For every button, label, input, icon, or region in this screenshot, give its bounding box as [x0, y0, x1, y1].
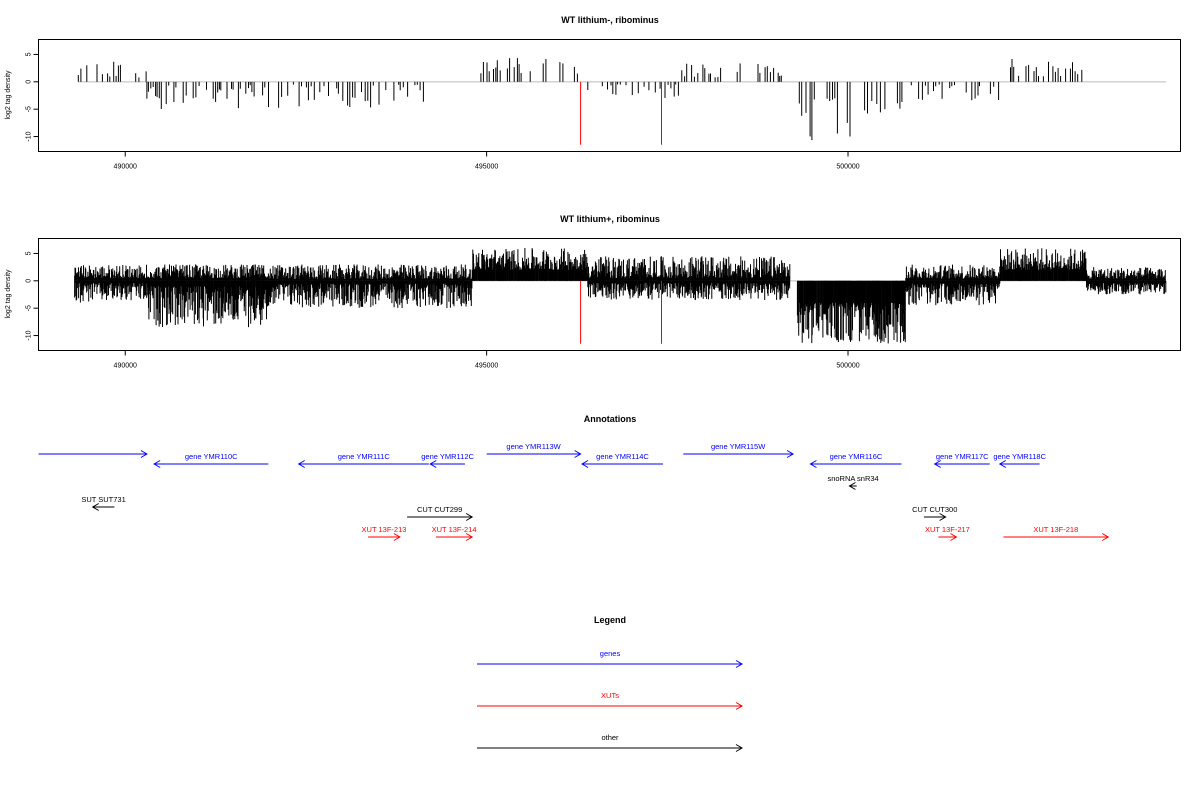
y-tick-label: -10	[26, 330, 33, 340]
x-tick-label: 500000	[836, 164, 859, 171]
feature-gene-ymr114c: gene YMR114C	[581, 452, 663, 468]
feature-cut299: CUT CUT299	[407, 505, 474, 521]
arrow-head	[809, 460, 817, 468]
legend-label: genes	[600, 649, 621, 658]
marker-group	[580, 280, 662, 344]
arrow-head	[581, 460, 589, 468]
legend-item-xuts: XUTs	[477, 691, 743, 710]
x-tick-label: 490000	[114, 363, 137, 370]
arrow-head	[950, 533, 958, 541]
feature-label: snoRNA snR34	[827, 474, 878, 483]
arrow-head	[735, 702, 743, 710]
x-tick-label: 495000	[475, 164, 498, 171]
arrow-head	[393, 533, 401, 541]
feature-label: gene YMR110C	[185, 452, 238, 461]
panel-title: WT lithium+, ribominus	[560, 214, 660, 224]
bars-group	[74, 247, 1167, 344]
feature-label: SUT SUT731	[81, 495, 125, 504]
feature-xut-213: XUT 13F-213	[362, 525, 407, 541]
feature-label: gene YMR116C	[830, 452, 883, 461]
feature-gene-ymr109w	[38, 450, 148, 458]
arrow-head	[91, 503, 99, 511]
plot-frame	[38, 39, 1181, 152]
arrow-head	[465, 533, 474, 541]
arrow-head	[735, 660, 743, 668]
y-tick-label: -5	[26, 305, 33, 311]
panel-lithium-minus: WT lithium-, ribominus log2 tag density …	[5, 15, 1181, 171]
feature-gene-ymr113w: gene YMR113W	[486, 442, 582, 458]
x-tick-label: 490000	[114, 164, 137, 171]
panel-title: WT lithium-, ribominus	[561, 15, 659, 25]
arrow-head	[429, 460, 437, 468]
arrow-head	[998, 460, 1007, 468]
feature-cut300: CUT CUT300	[912, 505, 957, 521]
plot-frame	[38, 238, 1181, 351]
feature-label: gene YMR111C	[338, 452, 391, 461]
arrow-head	[786, 450, 795, 458]
legend-title: Legend	[594, 615, 626, 625]
feature-label: gene YMR118C	[993, 452, 1046, 461]
feature-gene-ymr118c: gene YMR118C	[993, 452, 1047, 468]
legend-items: genes XUTs other	[477, 649, 743, 752]
x-tick-label: 495000	[475, 363, 498, 370]
arrow-head	[735, 744, 743, 752]
feature-label: CUT CUT300	[912, 505, 957, 514]
feature-label: gene YMR112C	[421, 452, 474, 461]
y-tick-label: 5	[26, 52, 33, 56]
arrow-head	[848, 482, 856, 490]
feature-label: gene YMR114C	[596, 452, 649, 461]
y-tick-label: -5	[26, 106, 33, 112]
arrow-head	[140, 450, 148, 458]
arrow-head	[153, 460, 161, 468]
marker-group	[580, 81, 662, 145]
legend-label: other	[601, 733, 619, 742]
panel-lithium-plus: WT lithium+, ribominus log2 tag density …	[5, 214, 1181, 370]
feature-label: XUT 13F-217	[925, 525, 970, 534]
feature-gene-ymr116c: gene YMR116C	[809, 452, 902, 468]
y-tick-label: 0	[26, 80, 33, 84]
feature-gene-ymr115w: gene YMR115W	[683, 442, 795, 458]
feature-xut-218: XUT 13F-218	[1003, 525, 1110, 541]
feature-label: CUT CUT299	[417, 505, 462, 514]
legend-item-genes: genes	[477, 649, 743, 668]
arrow-head	[297, 460, 305, 468]
feature-xut-214: XUT 13F-214	[432, 525, 477, 541]
arrow-head	[939, 513, 947, 521]
axis-ticks: 5 0 -5 -10 490000 495000 500000	[26, 52, 860, 170]
feature-label: XUT 13F-218	[1033, 525, 1078, 534]
feature-gene-ymr111c: gene YMR111C	[297, 452, 429, 468]
y-tick-label: 0	[26, 279, 33, 283]
feature-label: XUT 13F-214	[432, 525, 477, 534]
legend-item-other: other	[477, 733, 743, 752]
legend: Legend genes XUTs other	[477, 615, 743, 752]
annotations-title: Annotations	[584, 414, 637, 424]
feature-label: gene YMR117C	[936, 452, 989, 461]
feature-snorna-snr34: snoRNA snR34	[827, 474, 879, 490]
axis-ticks: 5 0 -5 -10 490000 495000 500000	[26, 251, 860, 369]
annotations-track: Annotations gene YMR110C gene YMR111C gene…	[38, 414, 1110, 541]
feature-xut-217: XUT 13F-217	[925, 525, 970, 541]
feature-sut731: SUT SUT731	[81, 495, 126, 511]
feature-label: gene YMR113W	[506, 442, 561, 451]
feature-label: gene YMR115W	[711, 442, 766, 451]
y-axis-label: log2 tag density	[5, 70, 12, 120]
feature-gene-ymr110c: gene YMR110C	[153, 452, 269, 468]
y-tick-label: 5	[26, 251, 33, 255]
feature-gene-ymr112c: gene YMR112C	[421, 452, 475, 468]
x-tick-label: 500000	[836, 363, 859, 370]
bars-group	[77, 58, 1167, 141]
arrow-head	[574, 450, 582, 458]
legend-label: XUTs	[601, 691, 619, 700]
y-tick-label: -10	[26, 131, 33, 141]
feature-label: XUT 13F-213	[362, 525, 407, 534]
arrow-head	[933, 460, 942, 468]
feature-gene-ymr117c: gene YMR117C	[933, 452, 990, 468]
arrow-head	[1101, 533, 1110, 541]
annotation-features: gene YMR110C gene YMR111C gene YMR112C gene…	[38, 442, 1110, 541]
y-axis-label: log2 tag density	[5, 269, 12, 319]
arrow-head	[465, 513, 474, 521]
